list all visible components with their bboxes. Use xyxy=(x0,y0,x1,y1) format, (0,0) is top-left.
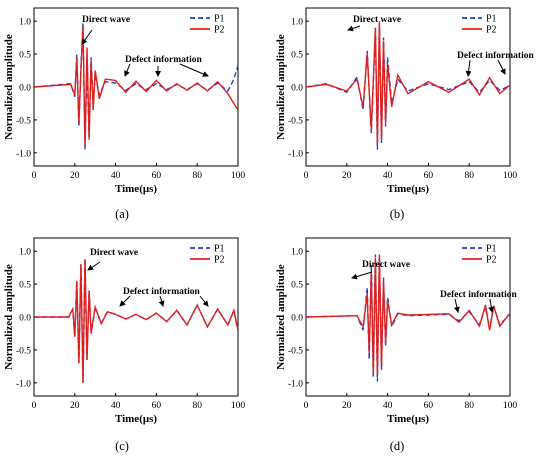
annotation-arrow xyxy=(351,271,373,280)
y-axis-label: Normalized amplitude xyxy=(275,264,287,370)
y-tick-label: -0.5 xyxy=(288,346,303,356)
y-tick-label: 0.5 xyxy=(291,281,303,291)
y-tick-label: 0.5 xyxy=(291,51,303,61)
series-line-p2 xyxy=(33,26,239,147)
annotation-arrow xyxy=(179,63,209,77)
y-axis-label: Normalized amplitude xyxy=(3,34,15,140)
y-tick-label: -0.5 xyxy=(16,116,31,126)
y-tick-label: 1.0 xyxy=(19,18,31,28)
annotation-arrow xyxy=(488,298,495,313)
x-tick-label: 100 xyxy=(231,401,246,411)
annotation-arrow xyxy=(158,295,165,307)
x-tick-label: 80 xyxy=(192,401,202,411)
y-tick-label: -1.0 xyxy=(16,379,31,389)
y-axis-label: Normalized amplitude xyxy=(3,264,15,370)
annotation-direct-wave: Direct wave xyxy=(82,15,130,25)
x-tick-label: 100 xyxy=(503,401,518,411)
y-tick-label: 0.0 xyxy=(291,84,303,94)
x-tick-label: 0 xyxy=(32,171,37,181)
y-tick-label: 0.0 xyxy=(19,314,31,324)
x-tick-label: 40 xyxy=(111,401,121,411)
y-tick-label: 0.0 xyxy=(19,84,31,94)
series-line-p2 xyxy=(34,259,239,383)
x-tick-label: 20 xyxy=(342,401,352,411)
annotation-arrow xyxy=(199,295,209,307)
y-tick-label: 1.0 xyxy=(19,248,31,258)
legend-label-p1: P1 xyxy=(214,14,225,25)
annotation-direct-wave: Direct wave xyxy=(90,248,138,258)
x-tick-label: 60 xyxy=(424,171,434,181)
y-tick-label: 0.0 xyxy=(291,314,303,324)
legend-label-p1: P1 xyxy=(486,244,497,255)
legend-label-p2: P2 xyxy=(486,25,497,36)
legend-label-p1: P1 xyxy=(214,244,225,255)
y-tick-label: -1.0 xyxy=(288,149,303,159)
panel-caption: (d) xyxy=(390,439,405,453)
x-tick-label: 20 xyxy=(70,401,80,411)
annotation-arrow xyxy=(124,63,131,77)
legend-label-p2: P2 xyxy=(486,255,497,266)
x-tick-label: 20 xyxy=(70,171,80,181)
annotation-direct-wave: Direct wave xyxy=(353,15,401,25)
y-tick-label: 0.5 xyxy=(19,281,31,291)
series-line-p2 xyxy=(305,254,511,377)
annotation-defect-information: Defect information xyxy=(123,287,200,297)
y-axis-label: Normalized amplitude xyxy=(275,34,287,140)
series-line-p2 xyxy=(305,21,511,144)
x-axis-label: Time(μs) xyxy=(387,183,429,195)
y-tick-label: -0.5 xyxy=(16,346,31,356)
y-tick-label: 1.0 xyxy=(291,248,303,258)
x-tick-label: 0 xyxy=(304,401,309,411)
series-line-p1 xyxy=(34,259,239,383)
x-tick-label: 80 xyxy=(464,171,474,181)
y-tick-label: -1.0 xyxy=(288,379,303,389)
annotation-defect-information: Defect information xyxy=(457,51,534,61)
annotation-arrow xyxy=(347,25,361,32)
y-tick-label: -1.0 xyxy=(16,149,31,159)
series-line-p1 xyxy=(33,22,239,150)
x-tick-label: 100 xyxy=(231,171,246,181)
x-tick-label: 80 xyxy=(192,171,202,181)
annotation-arrow xyxy=(497,59,506,75)
annotation-arrow xyxy=(81,29,93,45)
x-axis-label: Time(μs) xyxy=(115,183,157,195)
panel-caption: (a) xyxy=(115,207,129,221)
x-tick-label: 40 xyxy=(383,171,393,181)
y-tick-label: 0.5 xyxy=(19,51,31,61)
annotation-direct-wave: Direct wave xyxy=(362,260,410,270)
annotation-arrow xyxy=(119,295,131,307)
plot-frame xyxy=(33,7,239,167)
y-tick-label: -0.5 xyxy=(288,116,303,126)
annotation-defect-information: Defect information xyxy=(125,55,202,65)
x-tick-label: 60 xyxy=(424,401,434,411)
x-tick-label: 80 xyxy=(464,401,474,411)
annotation-arrow xyxy=(453,298,460,313)
x-tick-label: 0 xyxy=(304,171,309,181)
annotation-defect-information: Defect information xyxy=(440,290,517,300)
x-tick-label: 20 xyxy=(342,171,352,181)
panel-caption: (b) xyxy=(390,207,405,221)
x-tick-label: 40 xyxy=(383,401,393,411)
x-tick-label: 60 xyxy=(152,171,162,181)
annotation-arrow xyxy=(87,261,101,271)
x-axis-label: Time(μs) xyxy=(387,413,429,425)
x-tick-label: 0 xyxy=(32,401,37,411)
legend-label-p2: P2 xyxy=(214,25,225,36)
x-tick-label: 100 xyxy=(503,171,518,181)
x-tick-label: 60 xyxy=(152,401,162,411)
series-line-p1 xyxy=(305,254,511,382)
legend-label-p1: P1 xyxy=(486,14,497,25)
annotation-arrow xyxy=(465,59,472,77)
panel-caption: (c) xyxy=(115,439,129,453)
x-tick-label: 40 xyxy=(111,171,121,181)
y-tick-label: 1.0 xyxy=(291,18,303,28)
x-axis-label: Time(μs) xyxy=(115,413,157,425)
legend-label-p2: P2 xyxy=(214,255,225,266)
